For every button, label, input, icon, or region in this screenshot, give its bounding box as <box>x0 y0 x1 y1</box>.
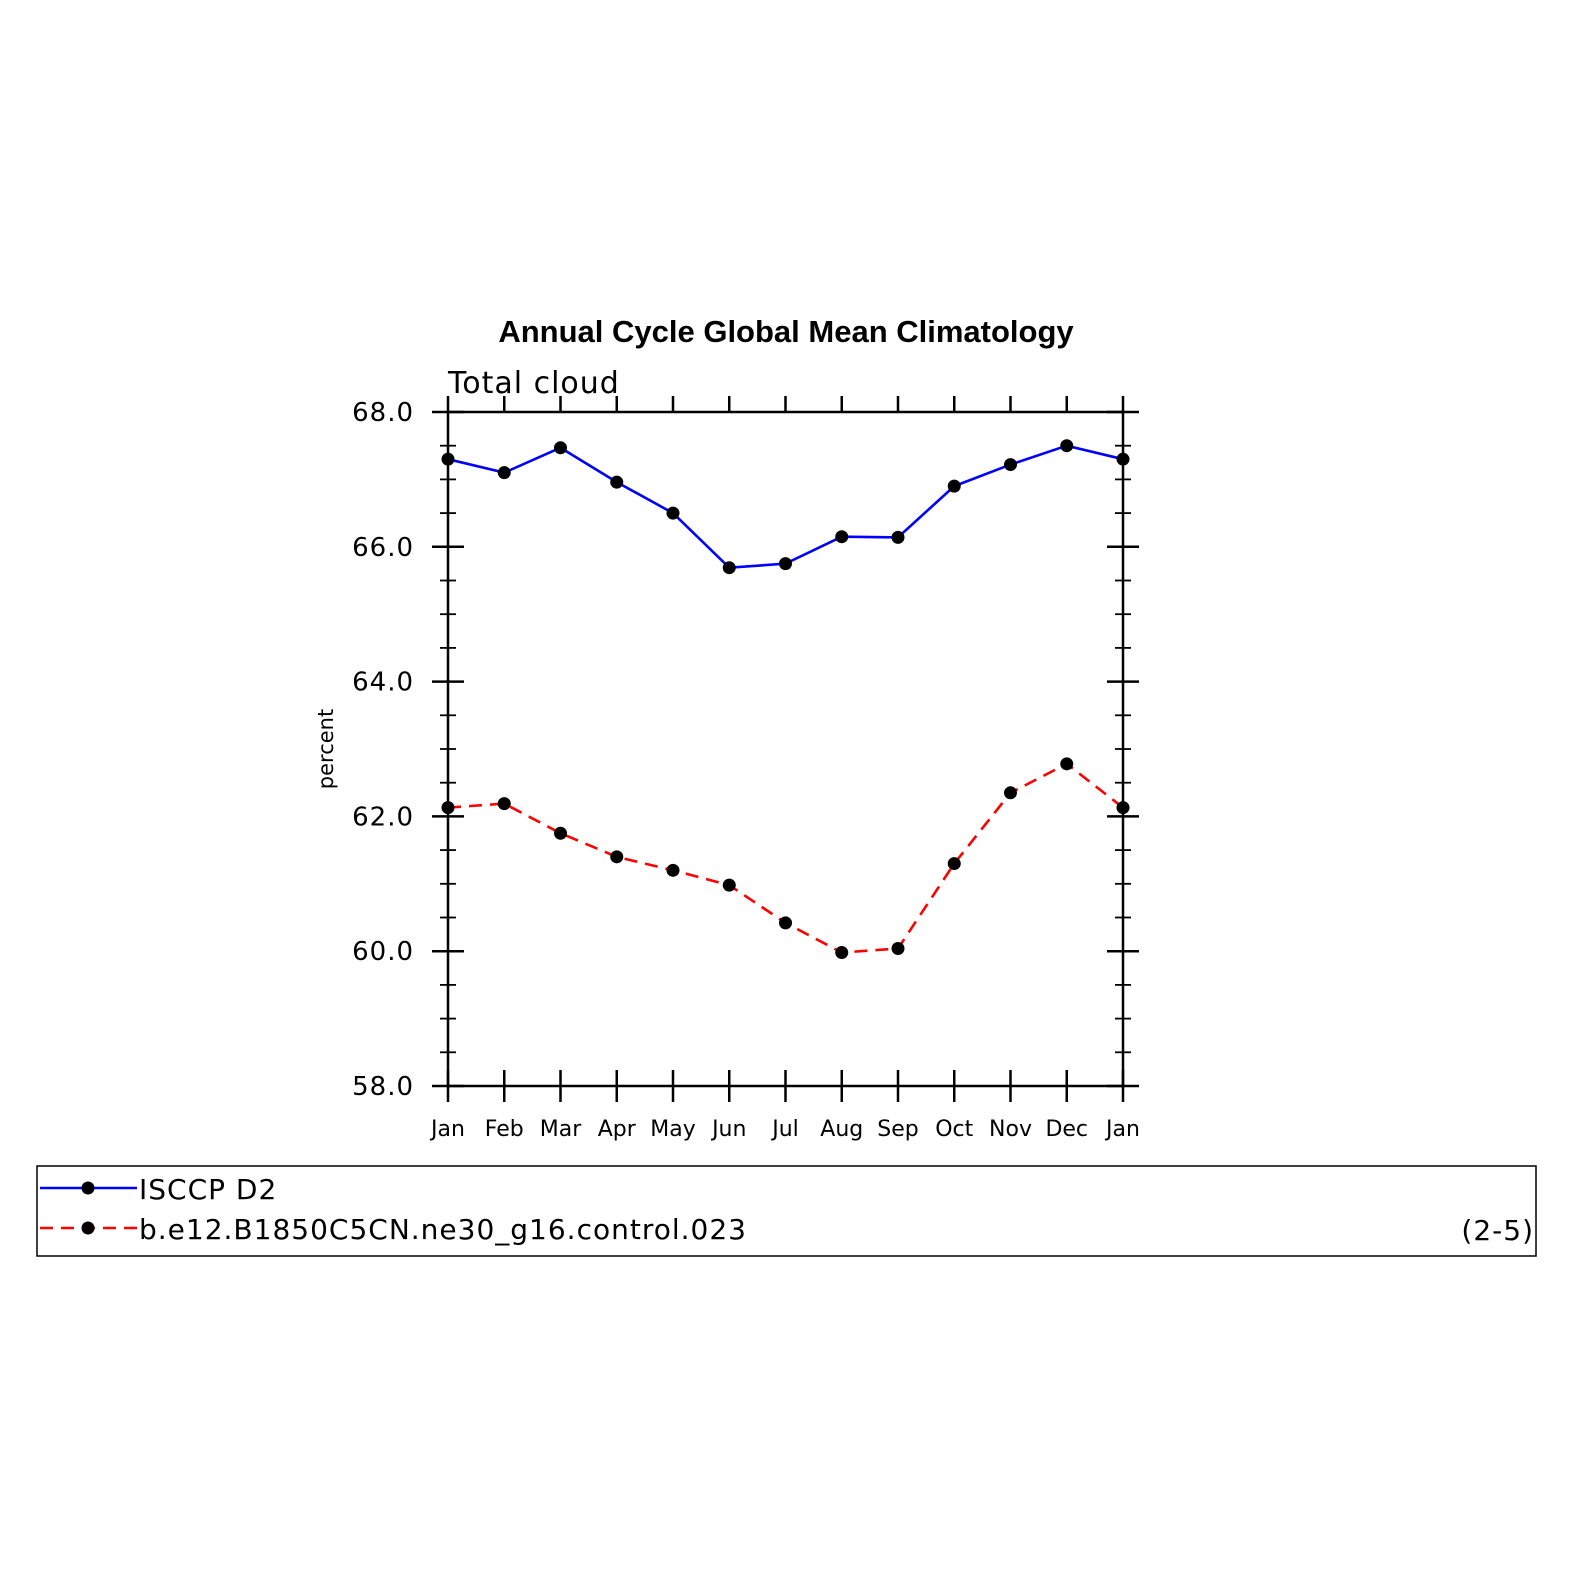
x-tick-label: May <box>650 1117 695 1142</box>
data-point-series-2 <box>441 801 455 815</box>
x-tick-label: Jan <box>429 1117 465 1142</box>
y-tick-label: 60.0 <box>352 937 414 967</box>
data-point-series-1 <box>441 452 455 466</box>
data-point-series-2 <box>891 942 905 956</box>
data-point-series-2 <box>554 826 567 840</box>
x-tick-label: Feb <box>485 1117 524 1142</box>
y-tick-label: 64.0 <box>352 668 414 698</box>
x-tick-label: Oct <box>935 1117 973 1142</box>
data-point-series-1 <box>554 441 567 455</box>
data-point-series-2 <box>666 863 680 877</box>
x-tick-label: Aug <box>820 1117 863 1142</box>
plot-frame <box>446 410 1125 1088</box>
chart-title: Annual Cycle Global Mean Climatology <box>498 314 1074 349</box>
data-point-series-1 <box>1116 452 1130 466</box>
data-point-series-2 <box>1004 786 1017 800</box>
legend-label-2: b.e12.B1850C5CN.ne30_g16.control.023 <box>139 1213 747 1246</box>
x-tick-label: Jul <box>770 1117 799 1142</box>
series-line-1 <box>447 444 1124 570</box>
legend-marker-1 <box>81 1181 95 1195</box>
series-layer <box>441 439 1130 960</box>
chart-subtitle: Total cloud <box>447 366 620 401</box>
data-point-series-2 <box>947 857 961 871</box>
data-point-series-2 <box>722 878 736 892</box>
legend-marker-2 <box>81 1221 95 1235</box>
data-point-series-1 <box>891 530 905 544</box>
data-point-series-1 <box>610 475 624 489</box>
data-point-series-1 <box>1060 439 1074 453</box>
data-point-series-2 <box>1116 801 1130 815</box>
data-point-series-2 <box>1060 757 1074 771</box>
x-tick-label: Sep <box>877 1117 918 1142</box>
data-point-series-1 <box>722 561 736 575</box>
axes: Jan Feb Mar Apr May Jun Jul Aug Sep Oct Nov Dec Jan 5… <box>352 396 1140 1142</box>
legend-note: (2-5) <box>1461 1214 1534 1247</box>
y-tick-label: 68.0 <box>352 398 414 428</box>
x-tick-label: Mar <box>540 1117 582 1142</box>
legend: ISCCP D2 b.e12.B1850C5CN.ne30_g16.control… <box>40 1173 747 1246</box>
data-point-series-2 <box>835 946 849 960</box>
x-tick-label: Apr <box>598 1117 637 1142</box>
x-tick-label: Jun <box>710 1117 746 1142</box>
x-tick-label: Jan <box>1104 1117 1140 1142</box>
data-point-series-1 <box>779 557 792 571</box>
data-point-series-1 <box>1004 458 1017 472</box>
data-point-series-1 <box>947 479 961 493</box>
y-tick-label: 66.0 <box>352 533 414 563</box>
data-point-series-2 <box>497 797 511 811</box>
data-point-series-1 <box>666 506 680 520</box>
y-axis-label: percent <box>314 709 338 789</box>
y-tick-label: 58.0 <box>352 1072 414 1102</box>
y-tick-label: 62.0 <box>352 802 414 832</box>
data-point-series-2 <box>610 850 624 864</box>
legend-box <box>36 1165 1537 1257</box>
data-point-series-1 <box>835 530 849 544</box>
data-point-series-1 <box>497 466 511 480</box>
legend-label-1: ISCCP D2 <box>139 1173 277 1206</box>
data-point-series-2 <box>779 916 792 930</box>
x-tick-label: Nov <box>989 1117 1032 1142</box>
x-tick-label: Dec <box>1045 1117 1088 1142</box>
